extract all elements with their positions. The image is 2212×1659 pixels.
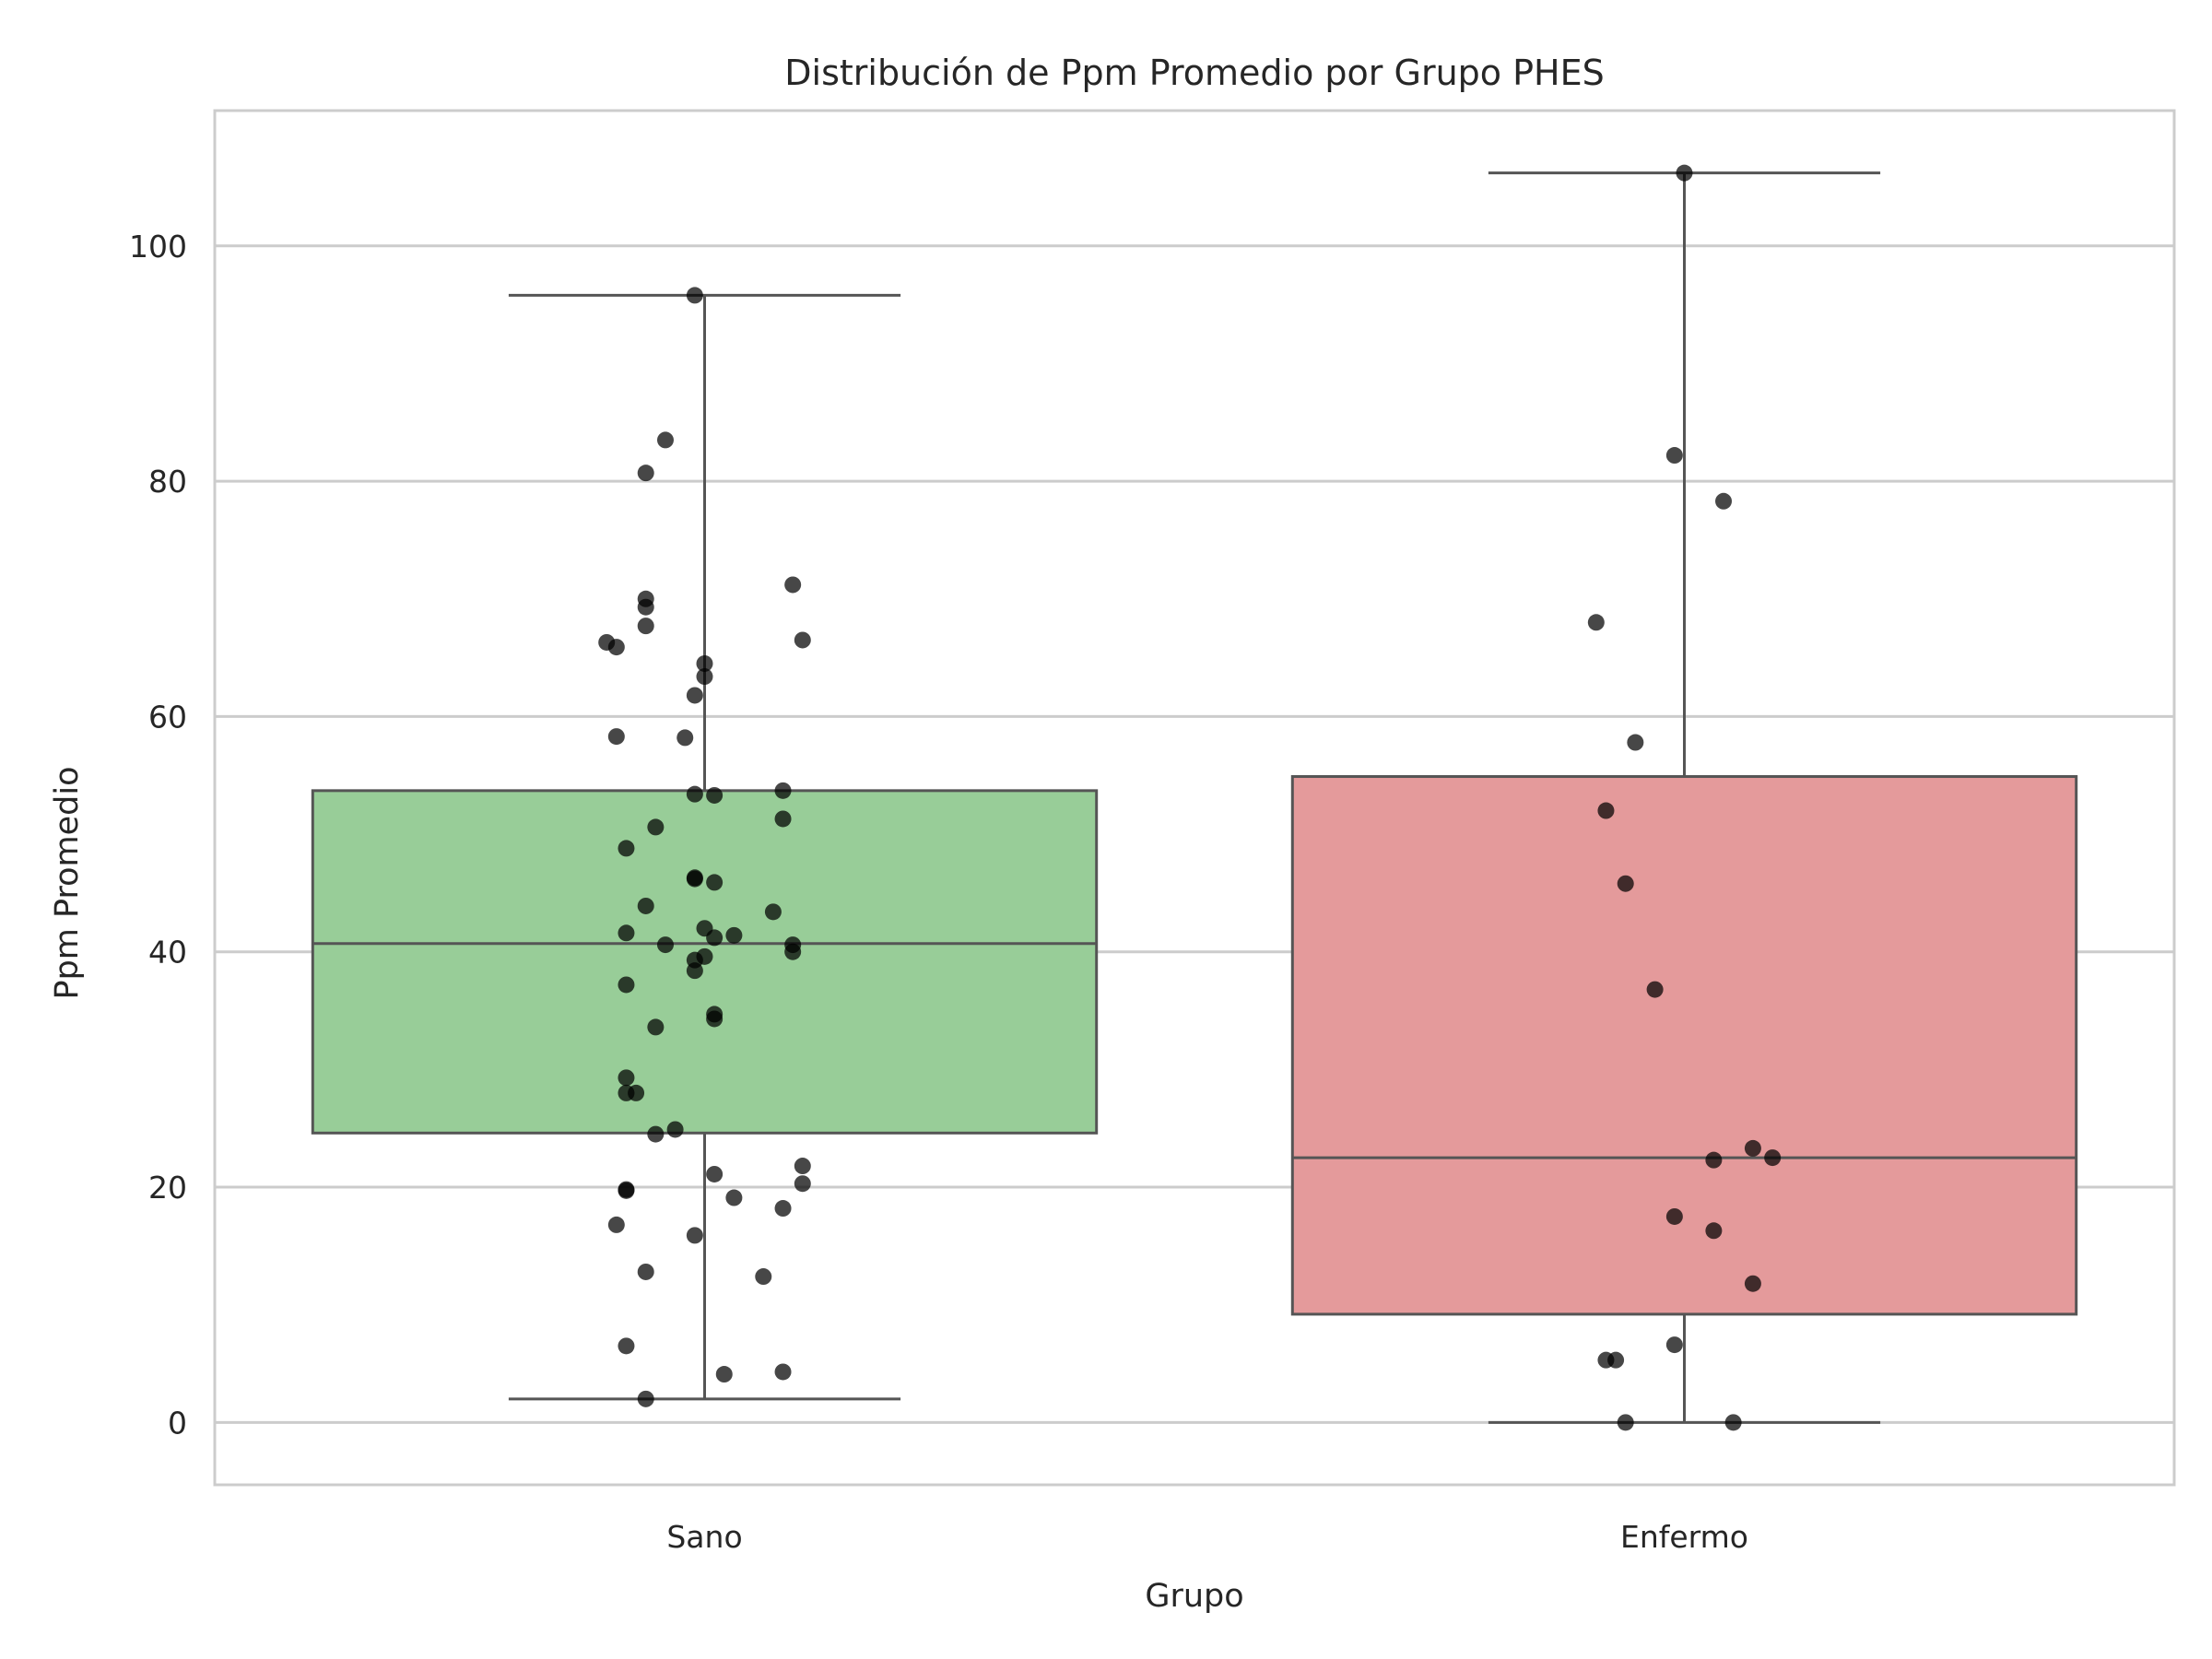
data-point <box>706 874 724 891</box>
data-point <box>794 1158 811 1175</box>
data-point <box>1724 1414 1742 1431</box>
y-tick-labels: 0 20 40 60 80 100 <box>129 229 187 1441</box>
y-axis-label: Ppm Promedio <box>49 766 86 999</box>
data-point <box>637 465 654 482</box>
y-tick-label: 20 <box>148 1170 187 1206</box>
data-point <box>1627 734 1644 751</box>
data-point <box>607 639 625 656</box>
data-point <box>656 431 674 449</box>
data-point <box>618 840 635 857</box>
data-point <box>686 1227 703 1244</box>
data-point <box>1705 1222 1723 1240</box>
data-point <box>706 786 724 804</box>
data-point <box>774 1200 792 1218</box>
x-tick-label: Enfermo <box>1620 1519 1748 1555</box>
y-tick-label: 80 <box>148 464 187 500</box>
data-point <box>647 818 665 836</box>
strip-points <box>598 164 1782 1431</box>
data-point <box>794 1175 811 1193</box>
data-point <box>618 1182 635 1199</box>
data-point <box>706 1010 724 1028</box>
data-point <box>784 576 802 594</box>
data-point <box>637 897 654 914</box>
data-point <box>706 929 724 947</box>
data-point <box>706 1165 724 1182</box>
data-point <box>1646 981 1664 998</box>
data-point <box>686 962 703 980</box>
data-point <box>1597 802 1615 819</box>
data-point <box>774 782 792 799</box>
data-point <box>618 1337 635 1355</box>
x-axis-label: Grupo <box>1145 1578 1243 1615</box>
data-point <box>1617 875 1634 892</box>
data-point <box>725 1189 743 1206</box>
data-point <box>637 598 654 616</box>
data-point <box>764 903 782 921</box>
data-point <box>1744 1275 1761 1292</box>
data-point <box>1744 1139 1761 1157</box>
data-point <box>774 810 792 828</box>
data-point <box>686 287 703 304</box>
data-point <box>715 1366 733 1383</box>
data-point <box>784 943 802 960</box>
data-point <box>677 729 694 747</box>
data-point <box>794 631 811 649</box>
data-point <box>686 869 703 887</box>
chart-title: Distribución de Ppm Promedio por Grupo P… <box>784 53 1604 93</box>
box-iqr <box>1290 775 2078 1316</box>
data-point <box>774 1363 792 1381</box>
data-point <box>1705 1151 1723 1169</box>
data-point <box>647 1125 665 1143</box>
data-point <box>1764 1149 1782 1167</box>
data-point <box>686 785 703 803</box>
data-point <box>637 1390 654 1407</box>
data-point <box>618 924 635 942</box>
data-point <box>1715 492 1733 510</box>
data-point <box>656 936 674 954</box>
data-point <box>618 1069 635 1087</box>
data-point <box>1597 1351 1615 1369</box>
y-tick-label: 60 <box>148 699 187 735</box>
box-enfermo <box>1290 171 2078 1424</box>
y-tick-label: 100 <box>129 229 187 265</box>
data-point <box>618 976 635 994</box>
data-point <box>696 668 713 686</box>
data-point <box>628 1084 645 1101</box>
box-series <box>311 171 2078 1424</box>
data-point <box>1665 1336 1683 1354</box>
y-tick-label: 0 <box>168 1405 187 1441</box>
data-point <box>696 654 713 672</box>
data-point <box>607 1216 625 1233</box>
data-point <box>637 618 654 635</box>
data-point <box>1617 1414 1634 1431</box>
data-point <box>1665 447 1683 465</box>
data-point <box>637 1263 654 1280</box>
data-point <box>1587 614 1605 631</box>
plot-frame <box>213 109 2176 1487</box>
data-point <box>647 1018 665 1036</box>
x-tick-labels: Sano Enfermo <box>666 1519 1748 1555</box>
data-point <box>1665 1207 1683 1225</box>
data-point <box>755 1268 772 1286</box>
y-tick-label: 40 <box>148 935 187 971</box>
data-point <box>725 926 743 944</box>
data-point <box>1676 164 1693 182</box>
x-tick-label: Sano <box>666 1519 742 1555</box>
data-point <box>607 728 625 746</box>
data-point <box>666 1121 684 1138</box>
data-point <box>686 687 703 704</box>
